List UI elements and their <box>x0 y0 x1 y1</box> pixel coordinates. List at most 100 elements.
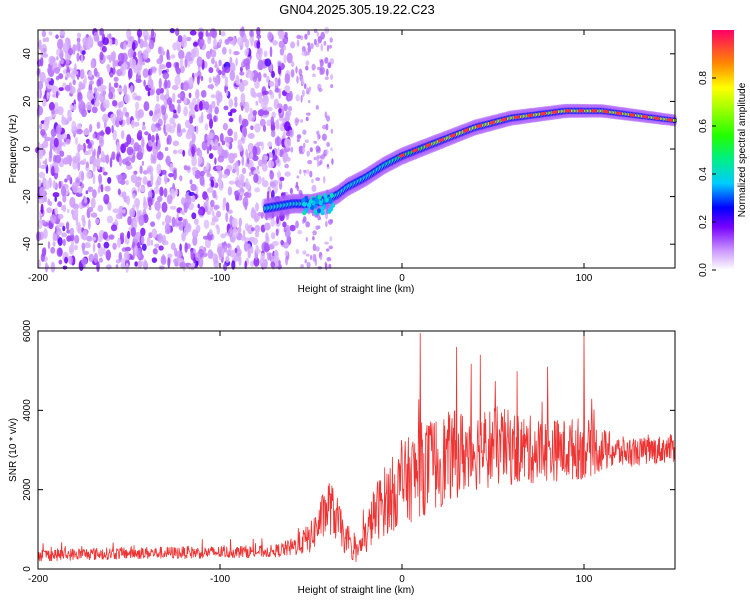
spectrogram-cell <box>326 257 332 262</box>
spectrogram-cell <box>130 84 134 94</box>
spectrogram-cell <box>92 242 96 253</box>
spectrogram-cell <box>266 77 270 84</box>
spectrogram-cell <box>117 87 124 93</box>
spectrogram-cell <box>182 34 187 44</box>
spectrogram-cell <box>53 137 59 148</box>
spectrogram-cell <box>306 112 311 116</box>
spectrogram-cell <box>268 152 273 158</box>
spectrogram-cell <box>123 251 130 261</box>
spectrogram-cell <box>109 38 113 47</box>
spectrogram-cell <box>130 227 136 237</box>
spectrogram-cell <box>209 229 213 236</box>
spectrogram-cell <box>326 142 330 147</box>
spectrogram-cell <box>195 252 201 262</box>
spectrogram-cell <box>218 169 223 180</box>
snr-frame <box>37 330 676 570</box>
spectrogram-cell <box>277 29 285 38</box>
spectrogram-cell <box>233 131 238 142</box>
spectrogram-cell <box>139 165 143 175</box>
spectrogram-cell <box>205 30 209 37</box>
spectrogram-cell <box>85 161 89 169</box>
y-tick-label: -20 <box>22 189 33 204</box>
spectrogram-cell <box>225 255 230 264</box>
spectrogram-cell <box>213 204 220 210</box>
spectrogram-cell <box>192 170 196 176</box>
spectrogram-cell <box>95 218 100 224</box>
spectrogram-cell <box>120 66 125 72</box>
spectrogram-cell <box>157 196 163 202</box>
spectrogram-cell <box>125 111 130 118</box>
spectrogram-cell <box>154 200 161 211</box>
spectrogram-cell <box>194 218 199 225</box>
spectrogram-cell <box>141 40 148 48</box>
spectrogram-cell <box>295 248 300 255</box>
spectrogram-cell <box>104 199 109 205</box>
spectrogram-cell <box>224 38 230 45</box>
spectrogram-cell <box>298 68 303 76</box>
spectrogram-cell <box>326 44 330 52</box>
y-tick-label: 0 <box>22 146 33 152</box>
spectrogram-cell <box>99 51 104 61</box>
spectrogram-cell <box>279 48 285 56</box>
spectrogram-cell <box>308 86 312 92</box>
spectrogram-cell <box>306 150 310 157</box>
spectrogram-cell <box>207 249 214 259</box>
spectrogram-cell <box>98 246 104 257</box>
x-tick-label: -100 <box>210 574 230 585</box>
spectrogram-cell <box>270 116 275 126</box>
spectrogram-cell <box>165 61 172 69</box>
spectrogram-cell <box>179 243 182 252</box>
spectrogram-cell <box>43 121 49 131</box>
spectrogram-cell <box>60 186 67 197</box>
spectrogram-cell <box>301 51 307 56</box>
spectrogram-cell <box>104 185 111 192</box>
spectrogram-cell <box>225 202 230 212</box>
spectrogram-cell <box>69 227 75 236</box>
spectrogram-cell <box>238 255 242 267</box>
spectrogram-cell <box>172 114 179 119</box>
spectrogram-cell <box>140 227 146 237</box>
spectrogram-cell <box>290 146 294 153</box>
spectrogram-cell <box>92 189 97 199</box>
spectrogram-cell <box>283 227 287 233</box>
spectrogram-cell <box>39 71 46 83</box>
spectrogram-cell <box>247 224 254 235</box>
spectrogram-cell <box>84 75 87 86</box>
colorbar-tick-label: 0.0 <box>698 263 709 277</box>
spectrogram-cell <box>217 155 225 163</box>
spectrogram-cell <box>188 92 192 99</box>
spectrogram-cell <box>198 257 204 268</box>
spectrogram-cell <box>93 252 99 264</box>
spectrogram-cell <box>102 90 107 96</box>
spectrogram-cell <box>69 86 76 95</box>
spectrogram-cell <box>200 111 204 123</box>
spectrogram-cell <box>93 108 97 113</box>
spectrogram-cell <box>258 96 264 104</box>
ridge-blob <box>317 194 322 200</box>
spectrogram-cell <box>117 52 125 63</box>
spectrogram-cell <box>88 71 93 78</box>
spectrogram-cell <box>48 31 53 36</box>
spectrogram-cell <box>235 179 241 188</box>
spectrogram-cell <box>193 41 198 47</box>
spectrogram-cell <box>297 230 303 235</box>
spectrogram-cell <box>214 60 218 69</box>
spectrogram-cell <box>284 163 289 169</box>
spectrogram-cell <box>58 87 64 92</box>
spectrogram-cell <box>214 157 217 165</box>
ridge-blob <box>318 200 323 206</box>
snr-y-ticks: 0 2000 4000 6000 <box>22 319 675 572</box>
spectrogram-cell <box>317 130 320 137</box>
spectrogram-cell <box>100 150 105 158</box>
spectrogram-cell <box>58 222 65 228</box>
spectrogram-cell <box>109 72 114 78</box>
spectrogram-cell <box>81 242 86 250</box>
spectrogram-cell <box>61 114 64 122</box>
spectrogram-cell <box>208 153 214 159</box>
spectrogram-cell <box>126 195 130 206</box>
spectrogram-cell <box>296 175 300 179</box>
spectrogram-cell <box>167 134 172 145</box>
spectrogram-cell <box>41 30 47 38</box>
spectrogram-cell <box>231 217 238 229</box>
spectrogram-cell <box>69 103 74 110</box>
